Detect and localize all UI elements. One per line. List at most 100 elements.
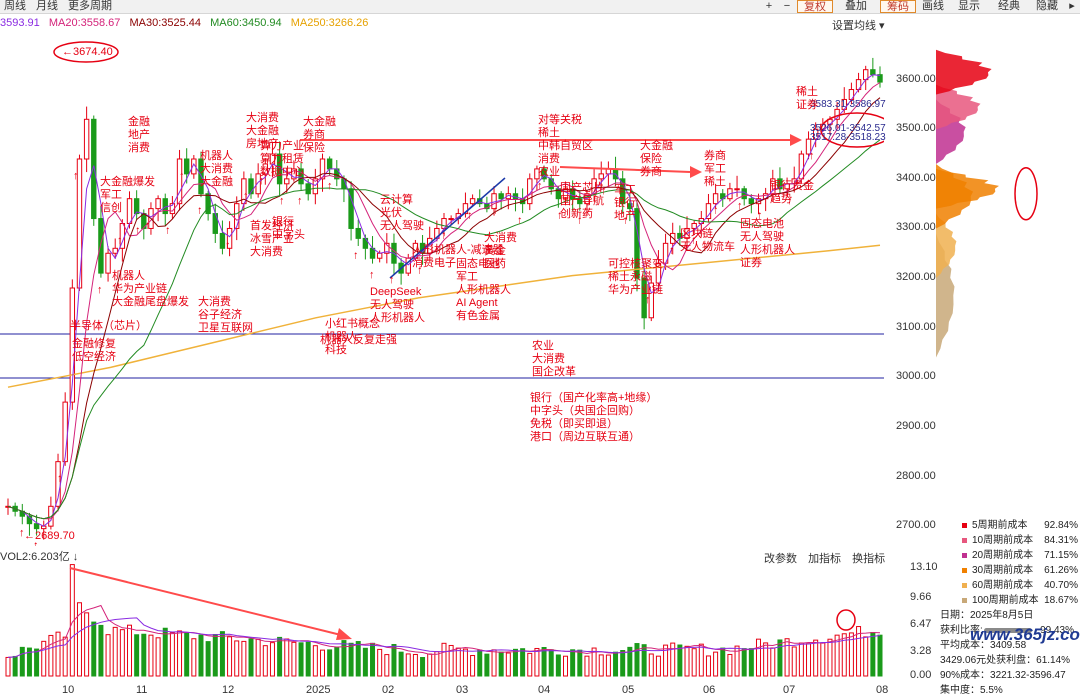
theme-note-line: 国产导航: [560, 195, 604, 207]
candle: [705, 203, 712, 220]
chip-legend: 5周期前成本 92.84% 10周期前成本 84.31% 20周期前成本 71.15% 30…: [962, 518, 1080, 608]
theme-note-line: 军工: [704, 163, 726, 175]
buy-arrow: ↑: [97, 284, 103, 296]
chips-button[interactable]: 筹码: [880, 0, 916, 13]
theme-note-line: 国产芯片: [560, 182, 604, 194]
volume-tick: 6.47: [910, 618, 932, 630]
theme-note: 机器人 大消费 大金融: [200, 150, 233, 189]
volume-trend-arrow-head: [336, 628, 352, 640]
info-cost90: 90%成本：3221.32-3596.47: [940, 670, 1066, 681]
add-indicator-button[interactable]: 加指标: [808, 553, 842, 565]
change-indicator-button[interactable]: 换指标: [852, 553, 886, 565]
candle: [183, 158, 190, 175]
adjust-button[interactable]: 复权: [797, 0, 833, 13]
volume-bar: [613, 651, 619, 677]
zoom-out-icon[interactable]: −: [783, 0, 791, 12]
buy-arrow: ↑: [669, 244, 675, 256]
time-tick: 06: [703, 684, 716, 696]
theme-note-line: 大消费: [246, 112, 279, 124]
ma30-line: [7, 97, 881, 520]
theme-note-line: 大消费: [532, 353, 565, 365]
buy-arrow: ↑: [577, 215, 583, 227]
candle: [577, 198, 583, 205]
display-button[interactable]: 显示: [958, 0, 980, 12]
buy-arrow: ↑: [787, 195, 793, 207]
candle: [812, 128, 819, 140]
chip-swatch: [962, 553, 967, 558]
price-tick: 3300.00: [896, 221, 936, 234]
edit-params-button[interactable]: 改参数: [764, 553, 797, 565]
zoom-in-icon[interactable]: +: [765, 0, 773, 12]
tab-monthly[interactable]: 月线: [36, 0, 58, 12]
overlay-button[interactable]: 叠加: [845, 0, 867, 12]
theme-note-line: 人形机器人-减速器: [412, 244, 504, 256]
volume-bar: [798, 642, 804, 677]
buy-arrow: ↑: [389, 274, 395, 286]
buy-arrow: ↑: [467, 210, 473, 222]
candle: [641, 277, 647, 319]
theme-note: 银行 中字头: [272, 216, 305, 242]
theme-note-line: 大金融: [640, 140, 673, 152]
theme-note-line: 机器人: [200, 150, 233, 162]
volume-bar: [427, 653, 433, 677]
volume-bar: [141, 633, 147, 677]
buy-arrow: ↑: [369, 269, 375, 281]
theme-note-line: 地产: [614, 210, 636, 222]
volume-bar: [219, 631, 225, 677]
candle: [462, 203, 469, 215]
chip-swatch: [962, 583, 967, 588]
theme-note-line: 稀土: [704, 176, 726, 188]
theme-note-line: 小红书概念: [325, 318, 380, 330]
hide-button[interactable]: 隐藏: [1036, 0, 1058, 12]
theme-note: 大金融 保险 券商: [640, 140, 673, 179]
volume-bar: [512, 648, 518, 677]
theme-note-line: 人形机器人: [456, 284, 511, 296]
volume-bar: [534, 647, 540, 677]
volume-bar: [441, 642, 447, 677]
volume-bar: [505, 652, 511, 677]
info-date: 日期：2025年8月5日: [940, 610, 1034, 621]
theme-note-line: 券商: [704, 150, 726, 162]
candle: [298, 168, 304, 185]
theme-note: 稀土 证券: [796, 86, 818, 112]
buy-arrow: ↑: [493, 205, 499, 217]
level-arrow-head-2: [690, 166, 702, 178]
classic-button[interactable]: 经典: [998, 0, 1020, 12]
candle: [98, 218, 104, 274]
time-tick: 10: [62, 684, 75, 696]
chip-legend-row: 60周期前成本 40.70%: [962, 578, 1080, 593]
volume-bar: [234, 640, 240, 677]
volume-bar: [291, 641, 297, 677]
tab-weekly[interactable]: 周线: [4, 0, 26, 12]
volume-bar: [584, 655, 590, 677]
buy-arrow: ↑: [737, 200, 743, 212]
candle: [562, 188, 569, 200]
volume-bar: [62, 636, 68, 677]
theme-note-line: 冰雪产业: [250, 233, 294, 245]
volume-trend-arrow: [69, 567, 346, 637]
candle: [83, 118, 90, 160]
info-concentration: 集中度：5.5%: [940, 685, 1003, 696]
theme-note-line: 光伏: [380, 207, 402, 219]
buy-arrow: ↑: [145, 220, 151, 232]
volume-bar: [620, 650, 626, 677]
volume-tick: 0.00: [910, 669, 932, 681]
theme-note: 大金融爆发 军工 信创: [100, 176, 155, 215]
theme-note-line: 地产: [128, 129, 150, 141]
theme-note-line: 中字头（央国企回购）: [530, 405, 640, 417]
tab-more-periods[interactable]: 更多周期: [68, 0, 112, 12]
theme-note-line: 中字头: [272, 229, 305, 241]
range-label-1: 3583.31-3586.97: [810, 99, 886, 110]
candle: [33, 523, 40, 530]
theme-note-line: 消费电子: [412, 257, 456, 269]
buy-arrow: ↑: [279, 195, 285, 207]
volume-bar: [727, 653, 733, 677]
ma-settings-button[interactable]: 设置均线 ▾: [832, 20, 885, 32]
theme-note-line: 银行: [614, 197, 636, 209]
more-icon[interactable]: ▸: [1069, 0, 1075, 12]
theme-note-line: 固态电池: [456, 258, 500, 270]
draw-line-button[interactable]: 画线: [922, 0, 944, 12]
volume-bar: [684, 645, 690, 677]
theme-note-line: 稀土永磁: [608, 271, 652, 283]
candle: [219, 232, 226, 249]
